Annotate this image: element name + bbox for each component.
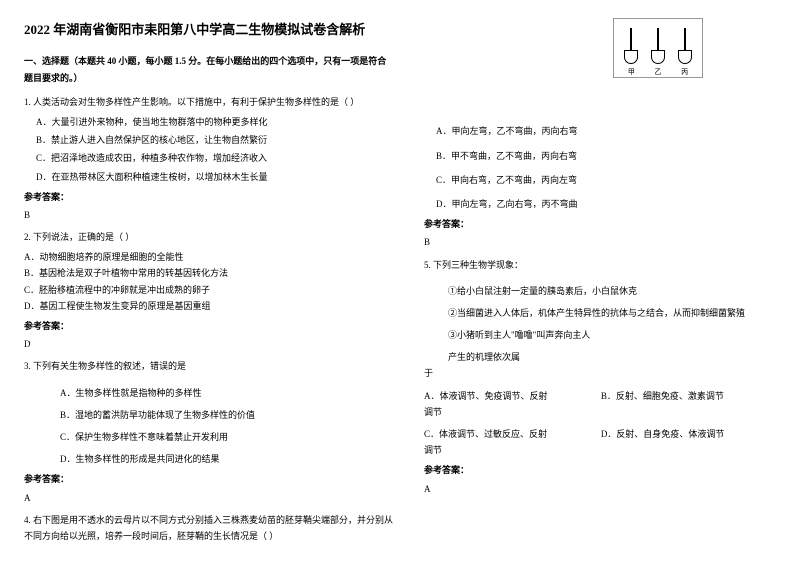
- right-column: A．甲向左弯，乙不弯曲，丙向右弯 B．甲不弯曲，乙不弯曲，丙向右弯 C．甲向右弯…: [424, 53, 764, 548]
- q3-option-c: C．保护生物多样性不意味着禁止开发利用: [24, 429, 394, 445]
- q1-answer: B: [24, 207, 394, 223]
- q5-sub3: ③小猪听到主人"噜噜"叫声奔向主人: [424, 327, 764, 343]
- q1-text: 1. 人类活动会对生物多样性产生影响。以下措施中，有利于保护生物多样性的是（ ）: [24, 94, 394, 110]
- q2-text: 2. 下列说法，正确的是（ ）: [24, 229, 394, 245]
- q1-option-d: D．在亚热带林区大面积种植速生桉树，以增加林木生长量: [24, 169, 394, 185]
- q4-answer: B: [424, 234, 764, 250]
- q5-answer: A: [424, 481, 764, 497]
- flask-2: 乙: [648, 28, 668, 68]
- q1-answer-label: 参考答案：: [24, 189, 394, 205]
- q5-option-d: D．反射、自身免疫、体液调节: [601, 426, 764, 442]
- q4-option-a: A．甲向左弯，乙不弯曲，丙向右弯: [424, 123, 764, 139]
- q5-tail: 产生的机理依次属: [424, 349, 764, 365]
- q2-answer: D: [24, 336, 394, 352]
- q5-option-c: C．体液调节、过敏反应、反射: [424, 426, 587, 442]
- q2-option-d: D．基因工程使生物发生变异的原理是基因重组: [24, 298, 394, 314]
- q5-answer-label: 参考答案：: [424, 462, 764, 478]
- section-header: 一、选择题（本题共 40 小题，每小题 1.5 分。在每小题给出的四个选项中，只…: [24, 53, 394, 85]
- q5-option-a: A．体液调节、免疫调节、反射: [424, 388, 587, 404]
- q1-option-c: C．把沼泽地改造成农田，种植多种农作物，增加经济收入: [24, 150, 394, 166]
- q2-option-a: A．动物细胞培养的原理是细胞的全能性: [24, 249, 394, 265]
- experiment-figure: 甲 乙 丙: [613, 18, 703, 78]
- q3-text: 3. 下列有关生物多样性的叙述，错误的是: [24, 358, 394, 374]
- q1-option-a: A．大量引进外来物种，使当地生物群落中的物种更多样化: [24, 114, 394, 130]
- q3-option-a: A．生物多样性就是指物种的多样性: [24, 385, 394, 401]
- q5-sub1: ①给小白鼠注射一定量的胰岛素后，小白鼠休克: [424, 283, 764, 299]
- q2-option-b: B．基因枪法是双子叶植物中常用的转基因转化方法: [24, 265, 394, 281]
- q1-option-b: B．禁止游人进入自然保护区的核心地区，让生物自然繁衍: [24, 132, 394, 148]
- q5-tail2: 于: [424, 365, 764, 381]
- q5-text: 5. 下列三种生物学现象：: [424, 257, 764, 273]
- q4-text: 4. 右下图是用不透水的云母片以不同方式分别插入三株燕麦幼苗的胚芽鞘尖端部分，并…: [24, 512, 394, 544]
- q5-option-d-tail: 调节: [424, 442, 764, 458]
- q3-option-d: D．生物多样性的形成是共同进化的结果: [24, 451, 394, 467]
- q4-option-d: D．甲向左弯，乙向右弯，丙不弯曲: [424, 196, 764, 212]
- q2-option-c: C．胚胎移植流程中的冲卵就是冲出成熟的卵子: [24, 282, 394, 298]
- q5-option-b: B．反射、细胞免疫、激素调节: [601, 388, 764, 404]
- flask-1: 甲: [621, 28, 641, 68]
- q4-option-b: B．甲不弯曲，乙不弯曲，丙向右弯: [424, 148, 764, 164]
- left-column: 一、选择题（本题共 40 小题，每小题 1.5 分。在每小题给出的四个选项中，只…: [24, 53, 394, 548]
- q3-answer: A: [24, 490, 394, 506]
- q4-answer-label: 参考答案：: [424, 216, 764, 232]
- q5-option-a-tail: 调节: [424, 404, 764, 420]
- q4-option-c: C．甲向右弯，乙不弯曲，丙向左弯: [424, 172, 764, 188]
- q5-sub2: ②当细菌进入人体后，机体产生特异性的抗体与之结合，从而抑制细菌繁殖: [424, 305, 764, 321]
- flask-3: 丙: [675, 28, 695, 68]
- q3-option-b: B．湿地的蓄洪防旱功能体现了生物多样性的价值: [24, 407, 394, 423]
- q3-answer-label: 参考答案：: [24, 471, 394, 487]
- q2-answer-label: 参考答案：: [24, 318, 394, 334]
